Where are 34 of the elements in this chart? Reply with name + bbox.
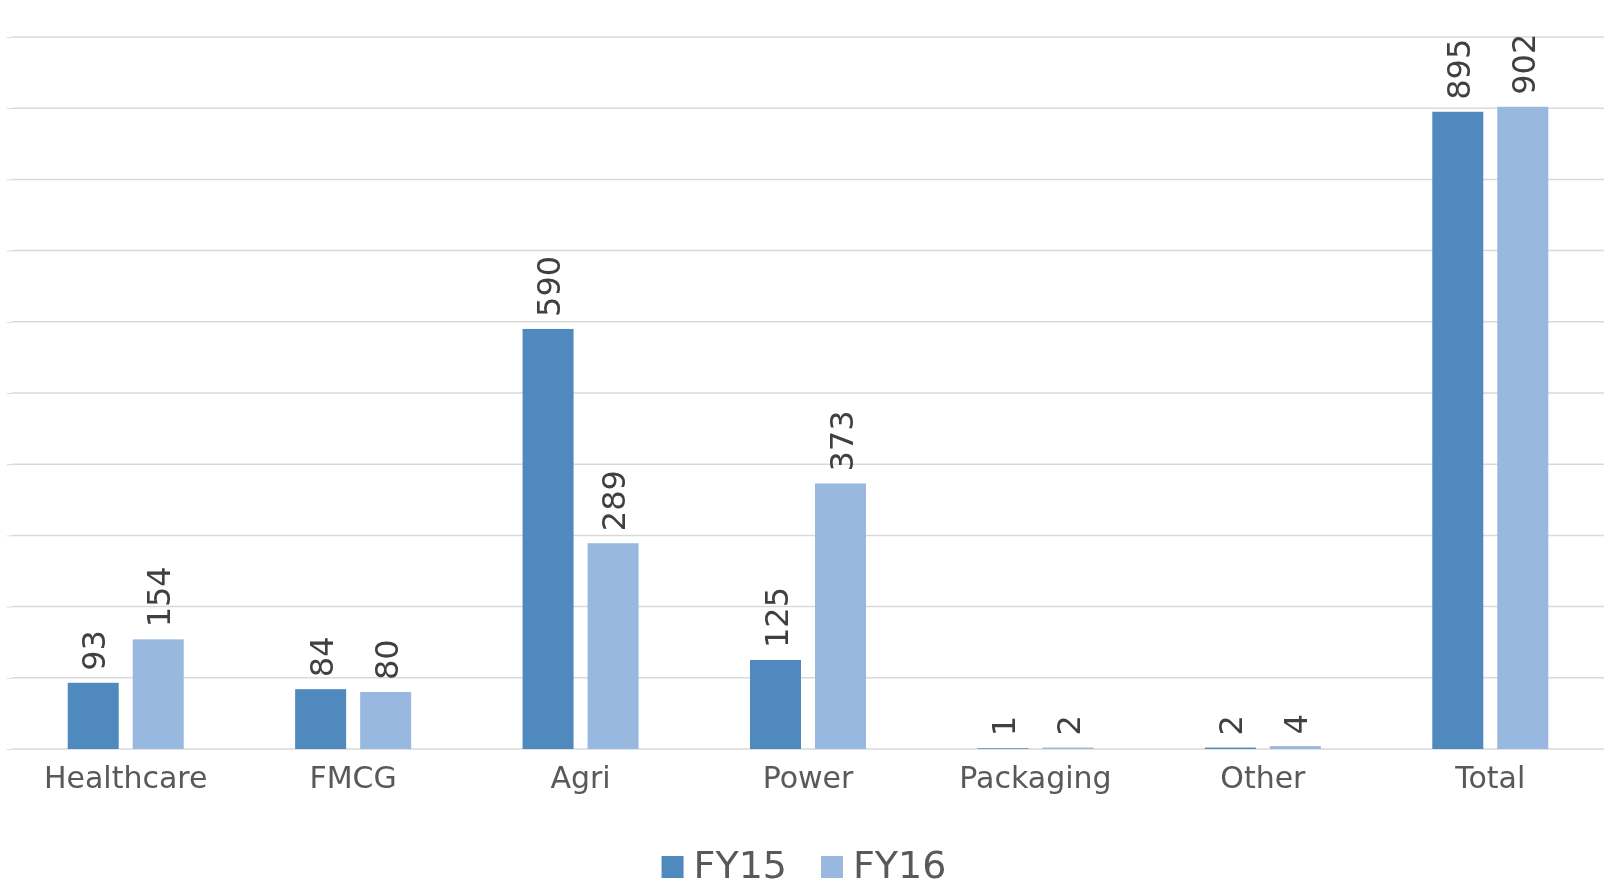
bar [522,328,574,749]
x-tick-label: Healthcare [43,760,208,796]
data-label: 1 [984,715,1023,737]
bar [295,689,347,749]
data-label: 4 [1277,713,1316,735]
data-label: 154 [140,566,179,628]
data-label: 2 [1049,715,1088,736]
bar [1432,111,1484,749]
x-tick-label: Power [762,760,855,796]
data-label: 80 [367,639,406,681]
data-label: 84 [302,636,341,678]
bar [67,682,119,749]
x-tick-label: Total [1454,760,1526,796]
data-label: 93 [75,630,114,671]
bar [132,639,184,749]
x-tick-label: Other [1220,760,1307,796]
data-label: 289 [595,470,634,532]
data-label: 902 [1504,33,1543,95]
bar [815,483,866,749]
data-label: 373 [822,410,861,472]
data-label: 125 [757,586,796,648]
legend-label: FY15 [693,843,787,887]
bar [360,692,412,749]
x-tick-label: Agri [550,760,611,796]
bar [1269,746,1321,749]
bar [587,543,639,749]
bar [750,660,801,749]
data-label: 2 [1212,715,1251,736]
x-tick-label: FMCG [309,760,397,796]
x-tick-label: Packaging [959,760,1112,796]
bar [1497,106,1549,749]
legend-label: FY16 [853,843,947,887]
data-label: 590 [530,255,569,317]
data-label: 895 [1439,38,1478,100]
